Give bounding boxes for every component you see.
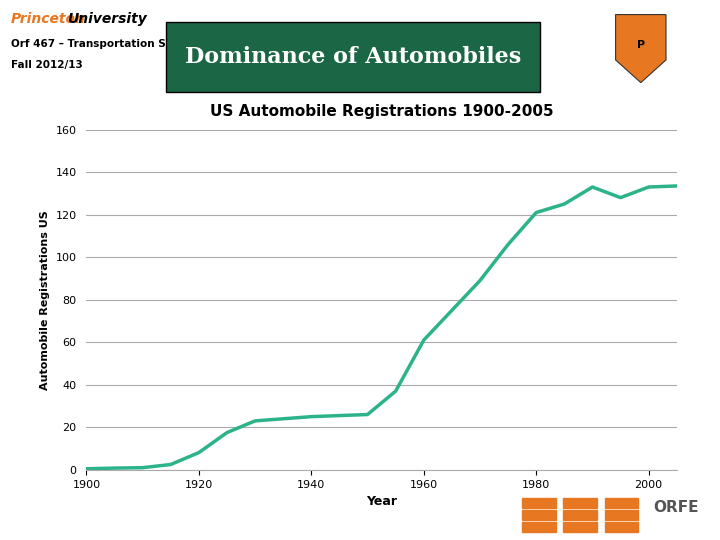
Bar	[563, 522, 597, 532]
Text: Dominance of Automobiles: Dominance of Automobiles	[184, 46, 521, 68]
X-axis label: Year: Year	[366, 495, 397, 508]
Polygon shape	[616, 15, 666, 83]
FancyBboxPatch shape	[166, 22, 540, 92]
Bar	[522, 522, 556, 532]
Text: P: P	[636, 40, 645, 50]
Text: Princeton: Princeton	[11, 12, 86, 26]
Y-axis label: Automobile Registrations US: Automobile Registrations US	[40, 210, 50, 389]
Text: University: University	[67, 12, 147, 26]
Bar	[605, 510, 638, 520]
Bar	[522, 498, 556, 508]
Bar	[522, 510, 556, 520]
Text: ORFE: ORFE	[653, 500, 698, 515]
Text: Orf 467 – Transportation Systems Analysis: Orf 467 – Transportation Systems Analysi…	[11, 39, 260, 49]
Bar	[563, 510, 597, 520]
Text: Fall 2012/13: Fall 2012/13	[11, 60, 83, 70]
Title: US Automobile Registrations 1900-2005: US Automobile Registrations 1900-2005	[210, 104, 554, 119]
Bar	[563, 498, 597, 508]
Bar	[605, 498, 638, 508]
Bar	[605, 522, 638, 532]
